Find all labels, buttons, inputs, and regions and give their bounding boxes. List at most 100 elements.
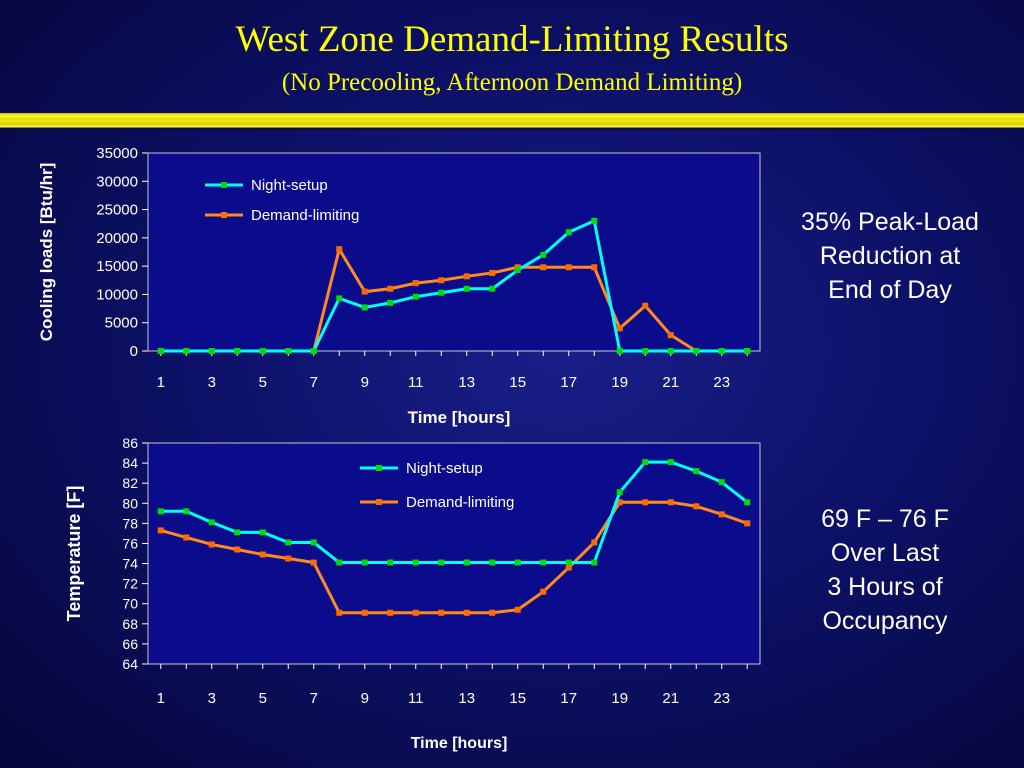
data-point-demand-limiting [565, 564, 572, 571]
y-axis-label: Temperature [F] [64, 486, 84, 622]
data-point-night-setup [591, 559, 598, 566]
x-tick-label: 1 [157, 690, 165, 707]
temperature-note-line: Occupancy [822, 607, 948, 635]
data-point-demand-limiting [565, 264, 572, 271]
x-tick-label: 11 [408, 374, 424, 391]
y-tick-label: 64 [122, 656, 138, 672]
y-tick-label: 70 [122, 596, 138, 612]
data-point-night-setup [718, 348, 725, 354]
data-point-night-setup [540, 251, 547, 258]
data-point-night-setup [744, 499, 751, 506]
data-point-demand-limiting [718, 511, 725, 518]
data-point-demand-limiting [489, 269, 496, 276]
peak-load-note: 35% Peak-Load Reduction at End of Day [770, 205, 1010, 307]
x-tick-label: 23 [713, 690, 730, 707]
data-point-night-setup [234, 529, 241, 536]
y-tick-label: 78 [122, 515, 138, 531]
y-axis-label: Cooling loads [Btu/hr] [37, 163, 56, 341]
data-point-night-setup [591, 217, 598, 224]
data-point-night-setup [361, 304, 368, 311]
temperature-note-line: 69 F – 76 F [821, 505, 949, 533]
peak-load-note-line: Reduction at [819, 242, 961, 270]
x-tick-label: 15 [509, 374, 526, 391]
peak-load-note-line: 35% Peak-Load [801, 208, 979, 236]
x-tick-label: 21 [662, 374, 679, 391]
temperature-note-line: 3 Hours of [827, 573, 943, 601]
data-point-demand-limiting [361, 609, 368, 616]
data-point-night-setup [642, 348, 649, 354]
data-point-demand-limiting [361, 288, 368, 295]
data-point-night-setup [310, 348, 317, 354]
data-point-night-setup [183, 348, 190, 354]
slide-title: West Zone Demand-Limiting Results [235, 19, 789, 60]
y-tick-label: 5000 [105, 315, 138, 332]
data-point-demand-limiting [693, 503, 700, 510]
x-axis-label: Time [hours] [408, 408, 511, 427]
data-point-night-setup [718, 479, 725, 486]
data-point-demand-limiting [591, 539, 598, 546]
x-tick-label: 15 [509, 690, 526, 707]
x-tick-label: 3 [208, 374, 216, 391]
data-point-night-setup [157, 348, 164, 354]
x-tick-label: 7 [310, 374, 318, 391]
legend-label: Night-setup [406, 460, 483, 477]
data-point-demand-limiting [412, 280, 419, 287]
data-point-demand-limiting [463, 273, 470, 280]
data-point-night-setup [744, 348, 751, 354]
x-tick-label: 23 [713, 374, 730, 391]
x-tick-label: 9 [361, 690, 369, 707]
data-point-demand-limiting [642, 499, 649, 506]
data-point-night-setup [463, 559, 470, 566]
data-point-demand-limiting [642, 302, 649, 309]
y-tick-label: 76 [122, 535, 138, 551]
y-tick-label: 84 [122, 455, 138, 471]
data-point-demand-limiting [234, 546, 241, 553]
data-point-demand-limiting [591, 264, 598, 271]
data-point-demand-limiting [744, 520, 751, 527]
data-point-demand-limiting [285, 555, 292, 562]
data-point-night-setup [693, 348, 700, 354]
data-point-demand-limiting [336, 609, 343, 616]
data-point-demand-limiting [387, 609, 394, 616]
y-tick-label: 80 [122, 495, 138, 511]
data-point-night-setup [693, 468, 700, 475]
data-point-demand-limiting [208, 541, 215, 548]
data-point-night-setup [259, 529, 266, 536]
y-tick-label: 25000 [96, 202, 138, 219]
y-tick-label: 66 [122, 636, 138, 652]
x-tick-label: 17 [560, 690, 577, 707]
data-point-night-setup [514, 267, 521, 274]
data-point-night-setup [259, 348, 266, 354]
data-point-night-setup [208, 348, 215, 354]
data-point-night-setup [463, 285, 470, 292]
data-point-demand-limiting [540, 264, 547, 271]
x-tick-label: 13 [458, 374, 475, 391]
data-point-night-setup [412, 559, 419, 566]
data-point-demand-limiting [540, 588, 547, 595]
y-tick-label: 82 [122, 475, 138, 491]
y-tick-label: 15000 [96, 258, 138, 275]
x-tick-label: 11 [408, 690, 424, 707]
x-tick-label: 19 [611, 374, 628, 391]
data-point-night-setup [387, 559, 394, 566]
data-point-demand-limiting [387, 285, 394, 292]
data-point-night-setup [565, 559, 572, 566]
legend-label: Demand-limiting [406, 494, 514, 511]
series-line-night-setup [160, 460, 749, 565]
x-tick-label: 19 [611, 690, 628, 707]
y-tick-label: 35000 [96, 145, 138, 162]
data-point-demand-limiting [259, 551, 266, 558]
data-point-night-setup [642, 459, 649, 466]
y-tick-label: 10000 [96, 286, 138, 303]
data-point-night-setup [616, 348, 623, 354]
x-tick-label: 5 [259, 374, 267, 391]
y-tick-label: 72 [122, 576, 138, 592]
data-point-night-setup [667, 459, 674, 466]
data-point-night-setup [285, 348, 292, 354]
data-point-night-setup [438, 559, 445, 566]
data-point-night-setup [667, 348, 674, 354]
data-point-night-setup [616, 489, 623, 496]
plot-area [147, 152, 761, 352]
x-tick-label: 7 [310, 690, 318, 707]
